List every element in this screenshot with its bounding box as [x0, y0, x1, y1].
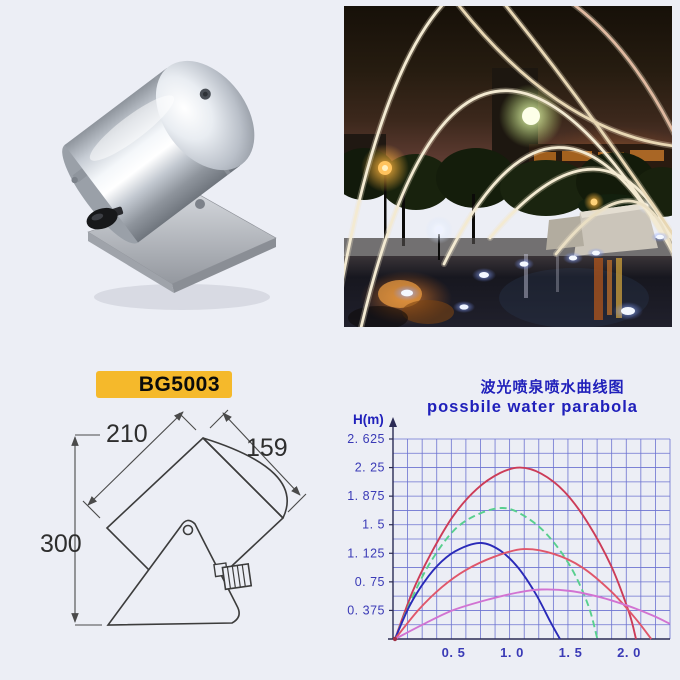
fountain-photo-art [344, 6, 672, 327]
x-tick-label: 0. 5 [442, 645, 466, 660]
device-photo-art [62, 60, 277, 310]
fountain-photo [344, 6, 672, 327]
magenta-parabola [394, 588, 671, 640]
y-axis-arrow-icon [389, 417, 397, 427]
chart-title-en: possbile water parabola [427, 398, 638, 416]
y-tick-label: 0. 375 [347, 603, 385, 617]
x-tick-label: 2. 0 [617, 645, 641, 660]
dimension-diagram: 210 159 300 [38, 366, 328, 656]
y-tick-label: 1. 5 [362, 518, 385, 532]
y-tick-label: 1. 125 [347, 546, 385, 560]
chart-title-zh: 波光喷泉喷水曲线图 [480, 379, 625, 396]
device-cylinder [62, 60, 255, 244]
parabola-chart: 波光喷泉喷水曲线图 possbile water parabola H(m) 0… [345, 370, 680, 680]
blue-parabola [394, 542, 561, 640]
chart-ylabel: H(m) [353, 412, 384, 427]
y-tick-label: 2. 25 [355, 461, 385, 475]
green-parabola [394, 507, 599, 640]
tall-red-parabola [394, 466, 637, 640]
axes [388, 425, 670, 640]
x-tick-label: 1. 0 [500, 645, 524, 660]
device-shadow [94, 284, 270, 310]
dimension-diagram-art: 210 159 300 [40, 409, 307, 626]
origin-dot [392, 636, 398, 642]
device-knob [86, 206, 124, 230]
wide-red-parabola [394, 548, 652, 640]
dim-height-label: 300 [40, 530, 82, 558]
inground-lights [393, 232, 669, 320]
device-photo [52, 22, 327, 322]
x-tick-label: 1. 5 [559, 645, 583, 660]
y-tick-label: 1. 875 [347, 489, 385, 503]
street-lamps [361, 84, 654, 260]
dim-length-label: 210 [106, 420, 148, 448]
drawn-cable-gland [213, 562, 253, 591]
model-badge: BG5003 [96, 371, 232, 398]
parabola-chart-svg: 0. 375 0. 75 1. 125 1. 5 1. 875 2. 25 2. 625 0.… [347, 417, 671, 660]
dim-diameter-label: 159 [246, 434, 288, 462]
y-tick-label: 2. 625 [347, 432, 385, 446]
y-tick-label: 0. 75 [355, 575, 385, 589]
water-jets [344, 6, 672, 327]
planters [546, 194, 658, 256]
dimension-lines [71, 409, 307, 626]
